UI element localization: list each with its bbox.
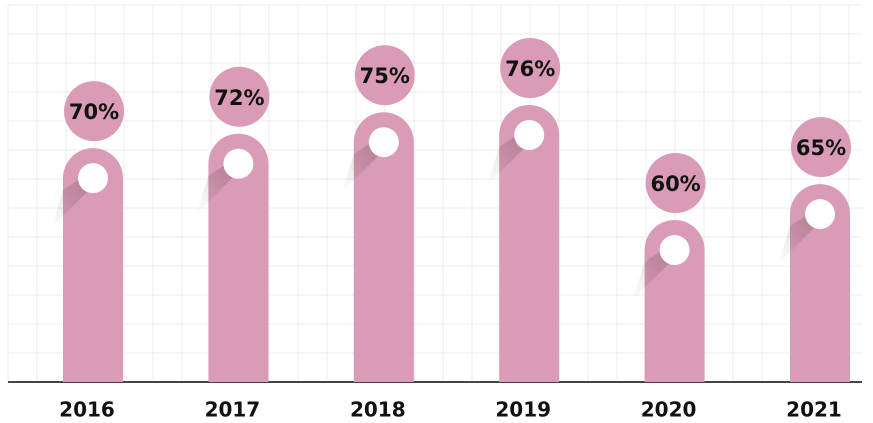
value-label: 65% xyxy=(796,136,846,160)
x-tick-label: 2017 xyxy=(205,398,261,422)
dot xyxy=(514,120,545,150)
x-tick-label: 2019 xyxy=(495,398,551,422)
bar xyxy=(499,105,560,382)
dot xyxy=(78,163,108,194)
dot xyxy=(805,199,835,230)
value-label: 70% xyxy=(69,100,119,124)
dot xyxy=(223,148,254,179)
x-tick-label: 2021 xyxy=(786,398,842,422)
label-bubble xyxy=(354,45,415,106)
bar xyxy=(353,112,414,383)
label-bubble xyxy=(500,38,561,98)
value-label: 72% xyxy=(214,86,264,110)
bar xyxy=(208,133,269,382)
label-bubble xyxy=(64,81,124,142)
value-label: 60% xyxy=(650,172,700,196)
dot xyxy=(659,235,690,265)
x-tick-label: 2018 xyxy=(350,398,406,422)
label-bubble xyxy=(791,117,851,178)
x-tick-label: 2016 xyxy=(59,398,115,422)
dot xyxy=(368,127,399,158)
label-bubble xyxy=(645,153,706,213)
value-label: 75% xyxy=(360,64,410,88)
label-bubble xyxy=(209,66,270,127)
bar xyxy=(63,148,123,382)
x-tick-label: 2020 xyxy=(641,398,697,422)
value-label: 76% xyxy=(505,57,555,81)
background-grid xyxy=(7,4,862,383)
